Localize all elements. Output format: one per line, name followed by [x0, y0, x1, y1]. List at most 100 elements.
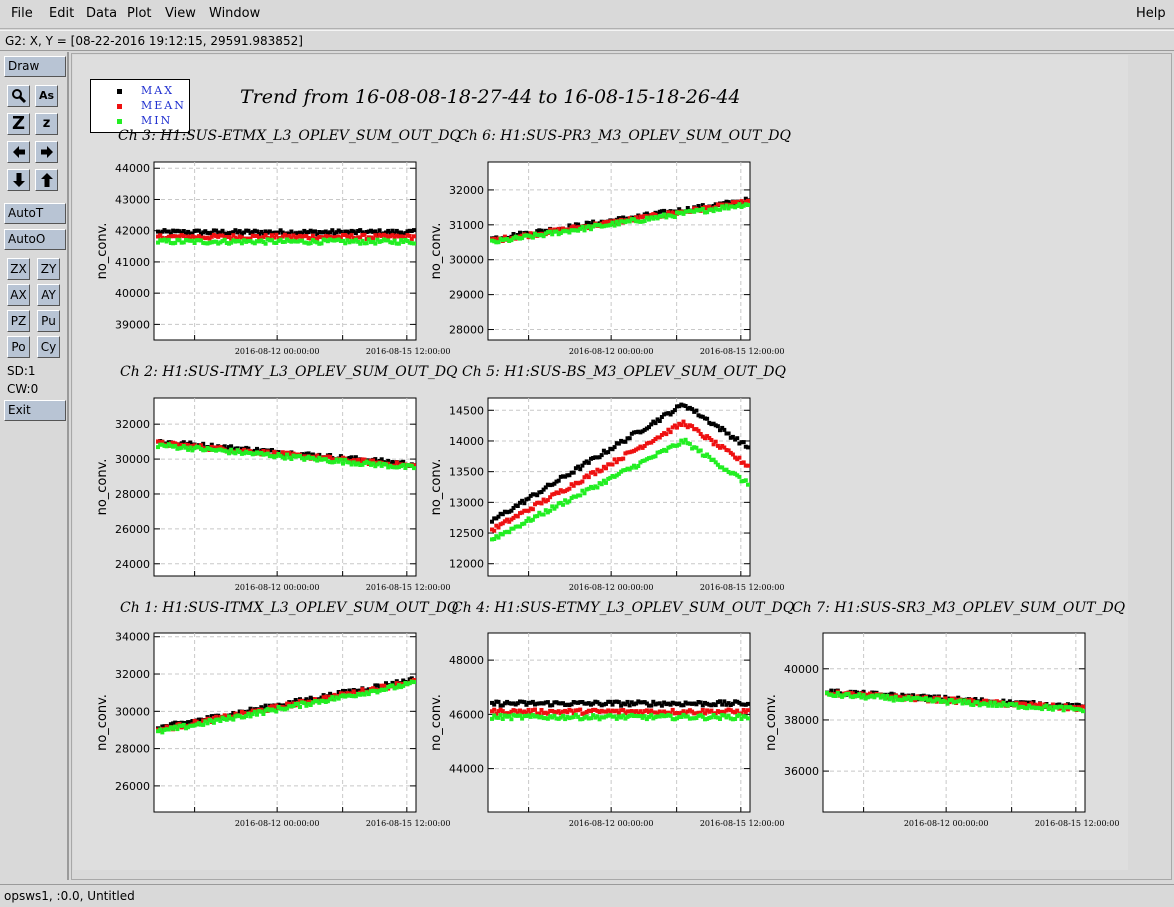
data-point-min	[584, 225, 589, 230]
data-point-min	[561, 502, 565, 507]
data-point-max	[649, 422, 654, 427]
menu-data[interactable]: Data	[86, 6, 118, 21]
data-point-min	[582, 228, 587, 233]
menu-file[interactable]: File	[11, 6, 33, 21]
y-tick-label: 13500	[449, 466, 484, 479]
data-point-min	[655, 450, 660, 455]
data-point-mean	[548, 495, 553, 500]
magnify-tool-button[interactable]	[7, 85, 30, 107]
data-point-min	[586, 486, 591, 491]
ay-button[interactable]: AY	[37, 284, 60, 306]
data-point-max	[409, 229, 414, 233]
menu-help[interactable]: Help	[1136, 6, 1166, 21]
data-point-min	[889, 695, 894, 700]
data-point-min	[649, 713, 654, 718]
data-point-mean	[319, 455, 324, 460]
exit-button[interactable]: Exit	[4, 400, 66, 421]
pan-right-button[interactable]	[35, 141, 58, 163]
data-point-min	[321, 699, 326, 704]
data-point-max	[412, 228, 416, 233]
data-point-min	[298, 705, 302, 709]
pz-button[interactable]: PZ	[7, 310, 30, 332]
data-point-mean	[612, 457, 617, 462]
data-point-mean	[242, 711, 247, 716]
pan-down-button[interactable]	[7, 169, 30, 191]
data-point-min	[280, 706, 285, 711]
zoom-out-button[interactable]: z	[35, 113, 58, 135]
data-point-max	[526, 496, 531, 501]
data-point-min	[627, 713, 632, 718]
data-point-max	[679, 402, 684, 407]
data-point-min	[235, 448, 240, 453]
data-point-min	[160, 238, 165, 243]
data-point-max	[199, 232, 203, 236]
data-point-min	[164, 444, 169, 449]
zoom-in-button[interactable]: Z	[7, 113, 30, 135]
data-point-min	[718, 465, 722, 470]
data-point-max	[196, 228, 201, 233]
data-point-min	[274, 709, 279, 714]
data-point-min	[386, 465, 391, 470]
po-button[interactable]: Po	[7, 336, 30, 358]
data-point-min	[263, 241, 268, 246]
data-point-max	[338, 454, 343, 459]
data-point-mean	[190, 444, 195, 448]
menu-edit[interactable]: Edit	[49, 6, 75, 21]
autoscale-text-button[interactable]: As	[35, 85, 58, 107]
data-point-min	[616, 714, 621, 719]
data-point-max	[700, 414, 705, 419]
zy-button[interactable]: ZY	[37, 258, 60, 280]
data-point-max	[608, 699, 613, 704]
data-point-max	[201, 230, 206, 235]
data-point-min	[956, 699, 961, 704]
data-point-min	[330, 460, 335, 465]
data-point-min	[675, 210, 679, 215]
data-point-max	[1005, 700, 1010, 705]
data-point-max	[194, 228, 199, 233]
data-point-min	[642, 714, 647, 719]
draw-button[interactable]: Draw	[4, 56, 66, 77]
cy-button[interactable]: Cy	[37, 336, 60, 358]
data-point-min	[924, 696, 928, 701]
menu-window[interactable]: Window	[209, 6, 261, 21]
data-point-max	[919, 694, 924, 699]
data-point-min	[371, 461, 376, 466]
autoo-button[interactable]: AutoO	[4, 229, 66, 250]
data-point-min	[1018, 704, 1023, 709]
data-point-min	[257, 451, 262, 456]
data-point-mean	[556, 491, 561, 496]
data-point-min	[1010, 702, 1014, 707]
data-point-max	[711, 421, 716, 426]
pan-up-button[interactable]	[35, 169, 58, 191]
data-point-min	[338, 694, 343, 699]
menu-plot[interactable]: Plot	[127, 6, 152, 21]
data-point-max	[409, 676, 414, 681]
data-point-max	[168, 231, 173, 236]
data-point-min	[379, 463, 384, 468]
data-point-mean	[724, 448, 729, 452]
data-point-max	[222, 444, 227, 449]
zx-button[interactable]: ZX	[7, 258, 30, 280]
data-point-max	[599, 703, 604, 708]
data-point-min	[870, 693, 875, 698]
data-point-min	[979, 702, 984, 707]
data-point-max	[705, 416, 710, 421]
data-point-min	[388, 240, 393, 245]
data-point-min	[573, 494, 578, 499]
pan-left-button[interactable]	[7, 141, 30, 163]
data-point-mean	[345, 691, 350, 696]
autot-button[interactable]: AutoT	[4, 203, 66, 224]
data-point-max	[662, 412, 667, 417]
data-point-min	[533, 514, 537, 519]
data-point-min	[718, 207, 722, 212]
data-point-max	[231, 711, 236, 715]
data-point-mean	[394, 233, 399, 238]
menu-view[interactable]: View	[165, 6, 196, 21]
ax-button[interactable]: AX	[7, 284, 30, 306]
arrow-down-icon	[12, 173, 25, 187]
pu-button[interactable]: Pu	[37, 310, 60, 332]
data-point-max	[743, 196, 748, 201]
data-point-min	[233, 451, 238, 456]
data-point-max	[515, 504, 520, 508]
data-point-mean	[188, 236, 193, 241]
